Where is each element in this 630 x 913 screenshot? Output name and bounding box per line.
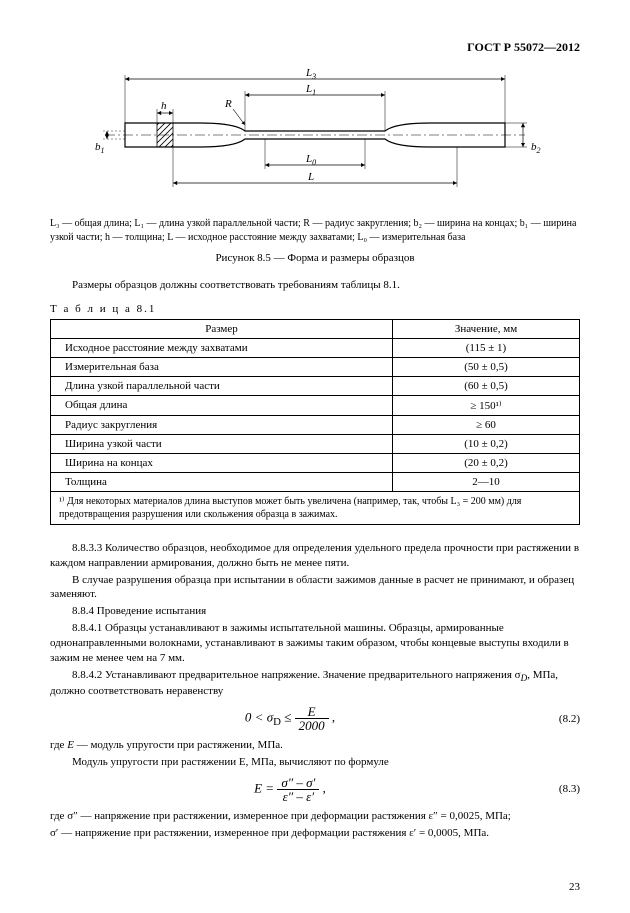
equation-8-2: 0 < σD ≤ E2000 , (8.2) (50, 705, 580, 732)
table-row: Общая длина≥ 150¹⁾ (51, 395, 580, 415)
svg-text:L0: L0 (305, 153, 316, 167)
equation-8-3: E = σ″ – σ′ε″ – ε′ , (8.3) (50, 776, 580, 803)
where-E: где E — модуль упругости при растяжении,… (50, 738, 580, 753)
figure-caption: Рисунок 8.5 — Форма и размеры образцов (50, 252, 580, 264)
p-replace: В случае разрушения образца при испытани… (50, 573, 580, 603)
table-row: Ширина узкой части(10 ± 0,2) (51, 434, 580, 453)
col-size: Размер (51, 319, 393, 338)
page-number: 23 (569, 881, 580, 893)
svg-text:h: h (161, 100, 167, 112)
svg-text:L: L (307, 171, 314, 183)
p-mod-E: Модуль упругости при растяжении E, МПа, … (50, 755, 580, 770)
table-label: Т а б л и ц а 8.1 (50, 303, 580, 315)
table-row: Радиус закругления≥ 60 (51, 415, 580, 434)
table-row: Исходное расстояние между захватами(115 … (51, 338, 580, 357)
specimen-figure: L3 L1 R h L0 L (50, 65, 580, 205)
where-sigma2: где σ″ — напряжение при растяжении, изме… (50, 809, 580, 824)
standard-code: ГОСТ Р 55072—2012 (50, 40, 580, 55)
svg-text:L1: L1 (305, 83, 316, 97)
p-8841: 8.8.4.1 Образцы устанавливают в зажимы и… (50, 621, 580, 666)
table-note-row: ¹⁾ Для некоторых материалов длина выступ… (51, 491, 580, 524)
table-row: Измерительная база(50 ± 0,5) (51, 357, 580, 376)
intro-line: Размеры образцов должны соответствовать … (50, 278, 580, 293)
specimen-svg: L3 L1 R h L0 L (85, 65, 545, 205)
eq-num-82: (8.2) (530, 713, 580, 725)
col-value: Значение, мм (393, 319, 580, 338)
table-row: Длина узкой параллельной части(60 ± 0,5) (51, 376, 580, 395)
svg-text:b1: b1 (95, 141, 105, 155)
svg-text:L3: L3 (305, 67, 316, 81)
p-8842: 8.8.4.2 Устанавливают предварительное на… (50, 668, 580, 699)
page: ГОСТ Р 55072—2012 (0, 0, 630, 913)
eq-num-83: (8.3) (530, 783, 580, 795)
p-884: 8.8.4 Проведение испытания (50, 604, 580, 619)
svg-text:R: R (224, 98, 232, 110)
p-8833: 8.8.3.3 Количество образцов, необходимое… (50, 541, 580, 571)
figure-legend: L₃ — общая длина; L₁ — длина узкой парал… (50, 217, 580, 244)
where-sigma1: σ′ — напряжение при растяжении, измеренн… (50, 826, 580, 841)
table-row: Ширина на концах(20 ± 0,2) (51, 453, 580, 472)
table-row: Толщина2—10 (51, 472, 580, 491)
svg-text:b2: b2 (531, 141, 541, 155)
dimensions-table: Размер Значение, мм Исходное расстояние … (50, 319, 580, 525)
